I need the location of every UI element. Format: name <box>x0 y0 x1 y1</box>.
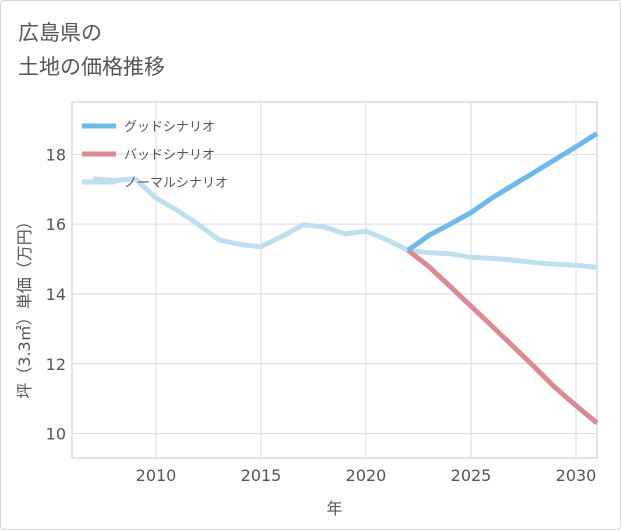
grid <box>71 101 598 459</box>
legend-label: バッドシナリオ <box>124 148 215 163</box>
plot-area <box>71 101 598 459</box>
series-line <box>406 248 599 426</box>
y-tick-label: 18 <box>46 145 66 164</box>
x-tick-label: 2025 <box>451 466 492 485</box>
y-tick-label: 16 <box>46 215 66 234</box>
series-line <box>406 131 599 253</box>
y-axis-title: 坪（3.3㎡）単価（万円） <box>15 213 34 398</box>
y-tick-label: 12 <box>46 355 66 374</box>
series-line <box>92 176 598 270</box>
x-tick-label: 2010 <box>136 466 177 485</box>
x-tick-label: 2020 <box>346 466 387 485</box>
tick-labels: 2010 2015 2020 2025 2030 10 12 14 16 18 <box>46 145 597 485</box>
y-tick-label: 10 <box>46 425 66 444</box>
x-tick-label: 2030 <box>556 466 597 485</box>
legend-label: グッドシナリオ <box>124 120 215 135</box>
chart-title: 広島県の 土地の価格推移 <box>18 21 165 79</box>
legend-label: ノーマルシナリオ <box>124 176 228 191</box>
y-tick-label: 14 <box>46 285 66 304</box>
x-tick-label: 2015 <box>241 466 282 485</box>
x-axis-title: 年 <box>326 499 342 518</box>
series-lines <box>92 131 599 426</box>
